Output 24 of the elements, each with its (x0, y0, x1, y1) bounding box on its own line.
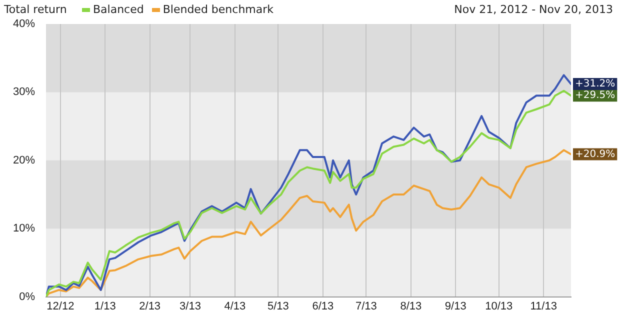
legend-label: Blended benchmark (162, 3, 274, 16)
y-tick-label: 40% (12, 18, 36, 30)
x-tick-label: 12/12 (46, 300, 74, 312)
data-label: +31.2% (575, 78, 616, 90)
legend-label: Balanced (92, 3, 144, 16)
x-tick-label: 5/13 (268, 300, 289, 312)
y-tick-label: 10% (12, 222, 36, 235)
chart-title: Total return (4, 3, 67, 16)
chart-subtitle: Nov 21, 2012 - Nov 20, 2013 (454, 3, 613, 16)
x-tick-label: 2/13 (139, 300, 161, 312)
x-tick-label: 3/13 (180, 300, 201, 312)
x-tick-label: 4/13 (224, 300, 246, 312)
x-tick-label: 1/13 (94, 300, 116, 312)
x-tick-label: 10/13 (485, 300, 513, 312)
y-tick-label: 30% (12, 86, 36, 98)
x-tick-label: 8/13 (400, 300, 422, 312)
x-tick-label: 9/13 (444, 300, 466, 312)
x-tick-label: 11/13 (530, 300, 557, 312)
y-tick-label: 0% (19, 290, 36, 303)
x-tick-label: 6/13 (312, 300, 334, 312)
y-tick-label: 20% (12, 154, 36, 166)
x-tick-label: 7/13 (355, 300, 377, 312)
data-label: +29.5% (575, 90, 616, 102)
data-label: +20.9% (575, 148, 616, 160)
